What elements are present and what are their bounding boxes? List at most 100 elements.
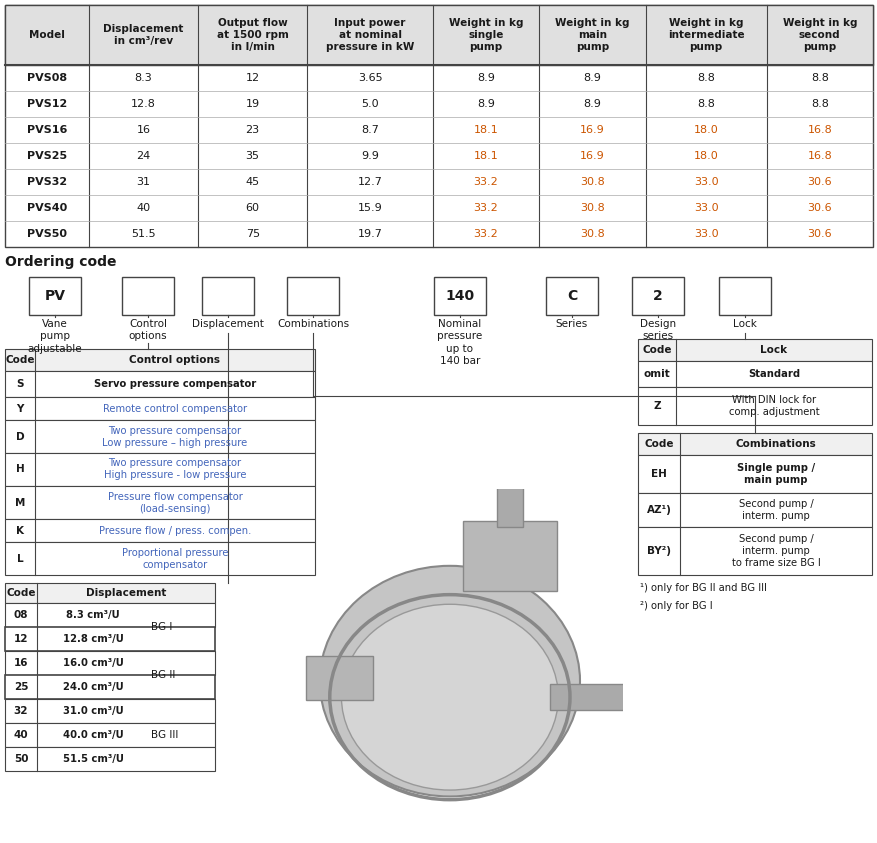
Bar bbox=[5, 5, 872, 65]
Bar bbox=[545, 277, 597, 315]
Bar bbox=[638, 455, 871, 493]
Bar bbox=[287, 277, 339, 315]
Text: Output flow
at 1500 rpm
in l/min: Output flow at 1500 rpm in l/min bbox=[217, 18, 289, 52]
Text: BG II: BG II bbox=[151, 670, 175, 680]
Text: AZ¹): AZ¹) bbox=[645, 505, 671, 515]
Text: 23: 23 bbox=[246, 125, 260, 135]
Text: 30.6: 30.6 bbox=[807, 203, 831, 213]
Text: Lock: Lock bbox=[759, 345, 787, 355]
Bar bbox=[5, 420, 315, 453]
Text: 12.8: 12.8 bbox=[131, 99, 155, 109]
Text: 2: 2 bbox=[652, 289, 662, 303]
Text: PVS16: PVS16 bbox=[26, 125, 67, 135]
Text: 40: 40 bbox=[136, 203, 150, 213]
Text: 30.8: 30.8 bbox=[580, 203, 604, 213]
Bar bbox=[5, 453, 315, 486]
Text: Code: Code bbox=[644, 439, 673, 449]
Text: 33.0: 33.0 bbox=[693, 229, 717, 239]
Text: PV: PV bbox=[45, 289, 66, 303]
Text: Input power
at nominal
pressure in kW: Input power at nominal pressure in kW bbox=[325, 18, 414, 52]
Text: 18.1: 18.1 bbox=[474, 125, 498, 135]
Text: 51.5: 51.5 bbox=[131, 229, 155, 239]
Bar bbox=[29, 277, 81, 315]
Text: 19.7: 19.7 bbox=[357, 229, 382, 239]
Bar bbox=[549, 685, 643, 710]
Text: omit: omit bbox=[643, 369, 670, 379]
Text: Vane
pump
adjustable: Vane pump adjustable bbox=[28, 319, 82, 354]
Text: K: K bbox=[16, 525, 24, 535]
Text: 8.9: 8.9 bbox=[476, 73, 495, 83]
Bar bbox=[5, 486, 315, 519]
Text: 8.3 cm³/U: 8.3 cm³/U bbox=[66, 610, 119, 620]
Bar bbox=[5, 747, 215, 771]
Text: 18.1: 18.1 bbox=[474, 151, 498, 161]
Text: D: D bbox=[16, 432, 25, 442]
Text: 8.9: 8.9 bbox=[583, 99, 601, 109]
Text: 16.8: 16.8 bbox=[807, 125, 831, 135]
Text: S: S bbox=[17, 379, 24, 389]
Text: 31: 31 bbox=[136, 177, 150, 187]
Text: Nominal
pressure
up to
140 bar: Nominal pressure up to 140 bar bbox=[437, 319, 482, 366]
Text: Combinations: Combinations bbox=[276, 319, 349, 329]
Text: Standard: Standard bbox=[747, 369, 799, 379]
Text: 40.0 cm³/U: 40.0 cm³/U bbox=[62, 730, 123, 740]
Text: With DIN lock for
comp. adjustment: With DIN lock for comp. adjustment bbox=[728, 395, 818, 417]
Bar bbox=[638, 493, 871, 527]
Text: 12: 12 bbox=[14, 634, 28, 644]
Text: 40: 40 bbox=[14, 730, 28, 740]
Text: Pressure flow / press. compen.: Pressure flow / press. compen. bbox=[99, 525, 251, 535]
Text: PVS40: PVS40 bbox=[26, 203, 67, 213]
Bar bbox=[463, 521, 556, 592]
Text: 8.3: 8.3 bbox=[134, 73, 152, 83]
Text: BG III: BG III bbox=[151, 730, 178, 740]
Bar bbox=[5, 699, 215, 723]
Text: 8.8: 8.8 bbox=[809, 73, 828, 83]
Text: 8.7: 8.7 bbox=[360, 125, 379, 135]
Text: 8.8: 8.8 bbox=[696, 73, 714, 83]
Text: Ordering code: Ordering code bbox=[5, 255, 117, 269]
Text: ²) only for BG I: ²) only for BG I bbox=[639, 601, 712, 611]
Text: PVS12: PVS12 bbox=[26, 99, 67, 109]
Bar bbox=[306, 656, 373, 701]
Bar bbox=[638, 387, 871, 425]
Text: 32: 32 bbox=[14, 706, 28, 716]
Bar bbox=[638, 339, 871, 361]
Bar bbox=[5, 723, 215, 747]
Text: Second pump /
interm. pump
to frame size BG I: Second pump / interm. pump to frame size… bbox=[731, 534, 819, 568]
Text: 30.8: 30.8 bbox=[580, 177, 604, 187]
Text: M: M bbox=[15, 497, 25, 507]
Text: PVS08: PVS08 bbox=[26, 73, 67, 83]
Text: 140: 140 bbox=[445, 289, 474, 303]
Text: 8.8: 8.8 bbox=[696, 99, 714, 109]
Text: 60: 60 bbox=[246, 203, 260, 213]
Text: Y: Y bbox=[17, 404, 24, 414]
Text: Two pressure compensator
High pressure - low pressure: Two pressure compensator High pressure -… bbox=[103, 459, 246, 481]
Text: PVS32: PVS32 bbox=[26, 177, 67, 187]
Text: 30.8: 30.8 bbox=[580, 229, 604, 239]
Text: 3.65: 3.65 bbox=[357, 73, 382, 83]
Text: Displacement: Displacement bbox=[192, 319, 264, 329]
Text: 33.0: 33.0 bbox=[693, 203, 717, 213]
Text: Code: Code bbox=[6, 588, 36, 598]
Text: BG I: BG I bbox=[151, 622, 172, 632]
Text: 5.0: 5.0 bbox=[360, 99, 379, 109]
Text: 8.9: 8.9 bbox=[476, 99, 495, 109]
Text: 18.0: 18.0 bbox=[693, 151, 717, 161]
Ellipse shape bbox=[319, 566, 580, 797]
Text: 51.5 cm³/U: 51.5 cm³/U bbox=[62, 754, 124, 764]
Text: 9.9: 9.9 bbox=[360, 151, 379, 161]
Text: 75: 75 bbox=[246, 229, 260, 239]
Text: Two pressure compensator
Low pressure – high pressure: Two pressure compensator Low pressure – … bbox=[103, 426, 247, 448]
Text: 33.2: 33.2 bbox=[474, 229, 498, 239]
Text: 12: 12 bbox=[246, 73, 260, 83]
Bar bbox=[496, 470, 523, 528]
Bar bbox=[122, 277, 174, 315]
Text: 08: 08 bbox=[14, 610, 28, 620]
Text: 15.9: 15.9 bbox=[357, 203, 382, 213]
Text: 16.8: 16.8 bbox=[807, 151, 831, 161]
Text: Combinations: Combinations bbox=[735, 439, 816, 449]
Text: Second pump /
interm. pump: Second pump / interm. pump bbox=[738, 499, 812, 521]
Bar bbox=[5, 349, 315, 371]
Text: ¹) only for BG II and BG III: ¹) only for BG II and BG III bbox=[639, 583, 766, 593]
Text: Series: Series bbox=[555, 319, 588, 329]
